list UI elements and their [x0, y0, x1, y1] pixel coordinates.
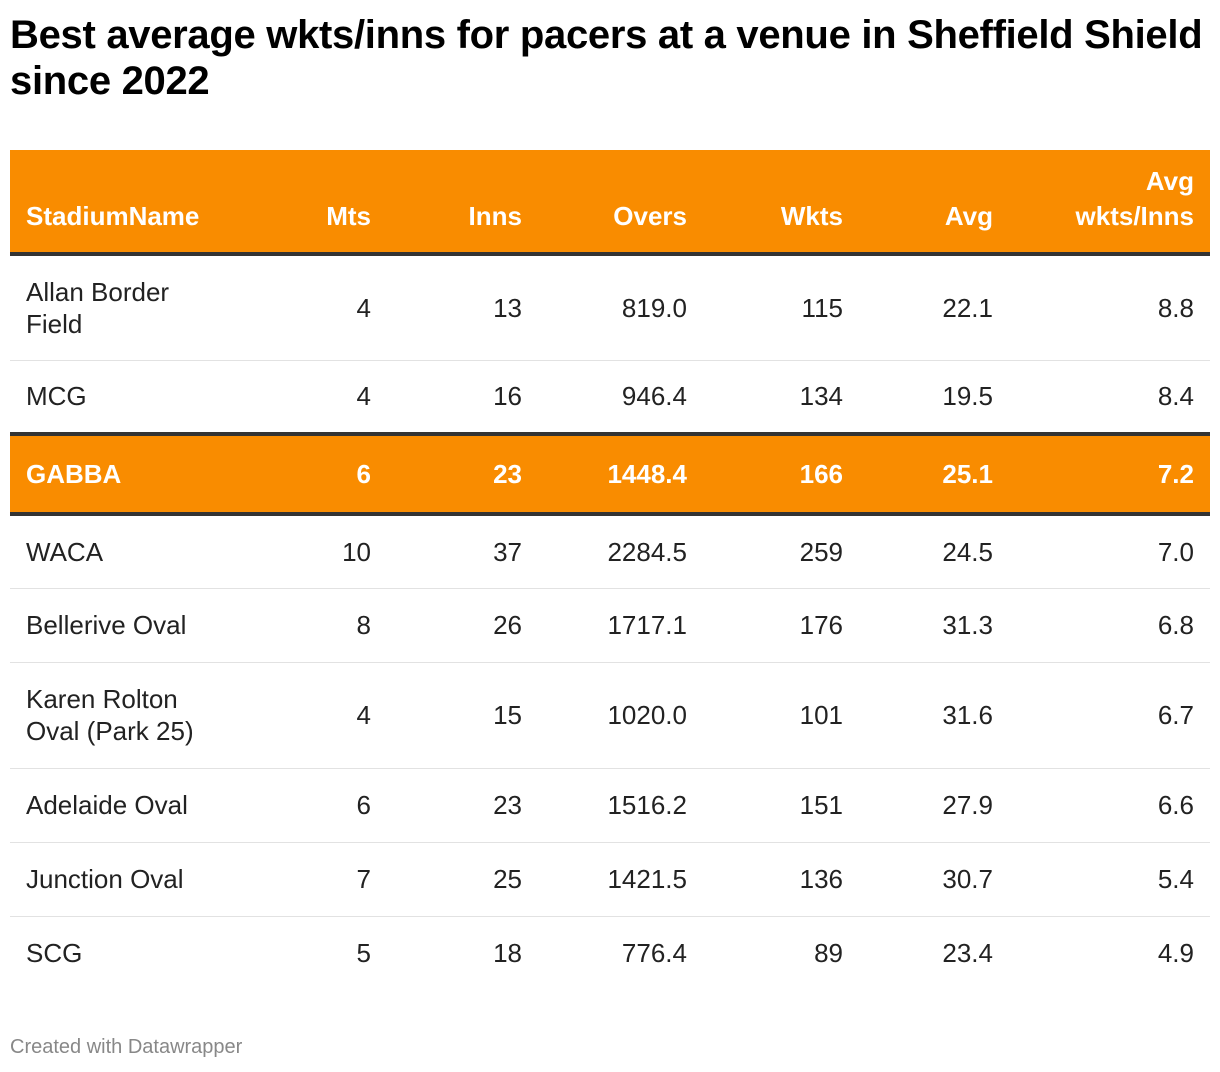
- cell-wkts: 134: [703, 360, 859, 435]
- cell-wkts: 115: [703, 254, 859, 361]
- column-header-avg[interactable]: Avg: [859, 150, 1009, 256]
- cell-overs: 1516.2: [538, 768, 703, 843]
- cell-mts: 4: [230, 360, 387, 435]
- table-row: SCG 5 18 776.4 89 23.4 4.9: [10, 916, 1210, 990]
- cell-avg: 27.9: [859, 768, 1009, 843]
- cell-avg: 25.1: [859, 432, 1009, 516]
- cell-overs: 2284.5: [538, 514, 703, 589]
- table-header-row: StadiumName Mts Inns Overs Wkts Avg Avg …: [10, 150, 1210, 256]
- cell-avg-wkts-inns: 8.4: [1009, 360, 1210, 435]
- cell-wkts: 176: [703, 588, 859, 663]
- cell-overs: 946.4: [538, 360, 703, 435]
- cell-stadium: Allan Border Field: [10, 254, 230, 361]
- cell-stadium: SCG: [26, 938, 83, 969]
- column-header-avg-wkts-inns[interactable]: Avg wkts/Inns: [1009, 150, 1210, 256]
- cell-mts: 4: [230, 662, 387, 769]
- venue-table: StadiumName Mts Inns Overs Wkts Avg Avg …: [10, 150, 1210, 990]
- cell-overs: 1717.1: [538, 588, 703, 663]
- column-header-stadium[interactable]: StadiumName: [10, 150, 230, 256]
- cell-overs: 819.0: [538, 254, 703, 361]
- cell-stadium: WACA: [10, 514, 230, 589]
- cell-avg: 31.6: [859, 662, 1009, 769]
- table-row: Bellerive Oval 8 26 1717.1 176 31.3 6.8: [10, 588, 1210, 663]
- table-body: Allan Border Field 4 13 819.0 115 22.1 8.8 MCG 4…: [10, 254, 1210, 990]
- column-header-mts[interactable]: Mts: [230, 150, 387, 256]
- cell-inns: 16: [387, 360, 538, 435]
- cell-overs: 1448.4: [538, 432, 703, 516]
- column-header-wkts[interactable]: Wkts: [703, 150, 859, 256]
- chart-title: Best average wkts/inns for pacers at a v…: [10, 13, 1203, 103]
- cell-inns: 25: [387, 842, 538, 917]
- cell-avg-wkts-inns: 8.8: [1009, 254, 1210, 361]
- cell-stadium: Bellerive Oval: [10, 588, 230, 663]
- datawrapper-credit: Created with Datawrapper: [10, 1036, 243, 1058]
- cell-avg-wkts-inns: 6.6: [1009, 768, 1210, 843]
- cell-avg: 19.5: [859, 360, 1009, 435]
- cell-avg: 24.5: [859, 514, 1009, 589]
- cell-stadium: GABBA: [10, 432, 230, 516]
- column-header-overs[interactable]: Overs: [538, 150, 703, 256]
- cell-mts: 7: [230, 842, 387, 917]
- cell-wkts: 136: [703, 842, 859, 917]
- cell-avg: 30.7: [859, 842, 1009, 917]
- table-row: MCG 4 16 946.4 134 19.5 8.4: [10, 360, 1210, 435]
- cell-avg: 31.3: [859, 588, 1009, 663]
- cell-mts: 4: [230, 254, 387, 361]
- cell-overs: 776.4: [621, 938, 687, 969]
- cell-inns: 23: [387, 768, 538, 843]
- table-row: Karen Rolton Oval (Park 25) 4 15 1020.0 101 3…: [10, 662, 1210, 769]
- cell-mts: 5: [356, 938, 371, 969]
- cell-stadium: Junction Oval: [10, 842, 230, 917]
- cell-avg-wkts-inns: 5.4: [1009, 842, 1210, 917]
- cell-wkts: 101: [703, 662, 859, 769]
- cell-stadium: Karen Rolton Oval (Park 25): [10, 662, 230, 769]
- cell-avg-wkts-inns: 6.8: [1009, 588, 1210, 663]
- cell-avg-wkts-inns: 4.9: [1157, 938, 1194, 969]
- table-row: WACA 10 37 2284.5 259 24.5 7.0: [10, 514, 1210, 589]
- cell-wkts: 151: [703, 768, 859, 843]
- column-header-inns[interactable]: Inns: [387, 150, 538, 256]
- cell-inns: 13: [387, 254, 538, 361]
- cell-mts: 6: [230, 768, 387, 843]
- cell-mts: 6: [230, 432, 387, 516]
- cell-inns: 18: [493, 938, 522, 969]
- cell-avg-wkts-inns: 7.0: [1009, 514, 1210, 589]
- cell-avg: 23.4: [942, 938, 993, 969]
- cell-avg-wkts-inns: 7.2: [1009, 432, 1210, 516]
- cell-overs: 1421.5: [538, 842, 703, 917]
- cell-stadium: Adelaide Oval: [10, 768, 230, 843]
- cell-wkts: 89: [814, 938, 843, 969]
- table-row: Allan Border Field 4 13 819.0 115 22.1 8.8: [10, 254, 1210, 361]
- cell-mts: 8: [230, 588, 387, 663]
- cell-wkts: 259: [703, 514, 859, 589]
- cell-overs: 1020.0: [538, 662, 703, 769]
- cell-inns: 15: [387, 662, 538, 769]
- table-row: Junction Oval 7 25 1421.5 136 30.7 5.4: [10, 842, 1210, 917]
- cell-wkts: 166: [703, 432, 859, 516]
- cell-avg: 22.1: [859, 254, 1009, 361]
- table-row: GABBA 6 23 1448.4 166 25.1 7.2: [10, 432, 1210, 516]
- table-row: Adelaide Oval 6 23 1516.2 151 27.9 6.6: [10, 768, 1210, 843]
- cell-inns: 26: [387, 588, 538, 663]
- cell-stadium: MCG: [10, 360, 230, 435]
- cell-inns: 23: [387, 432, 538, 516]
- cell-avg-wkts-inns: 6.7: [1009, 662, 1210, 769]
- cell-mts: 10: [230, 514, 387, 589]
- cell-inns: 37: [387, 514, 538, 589]
